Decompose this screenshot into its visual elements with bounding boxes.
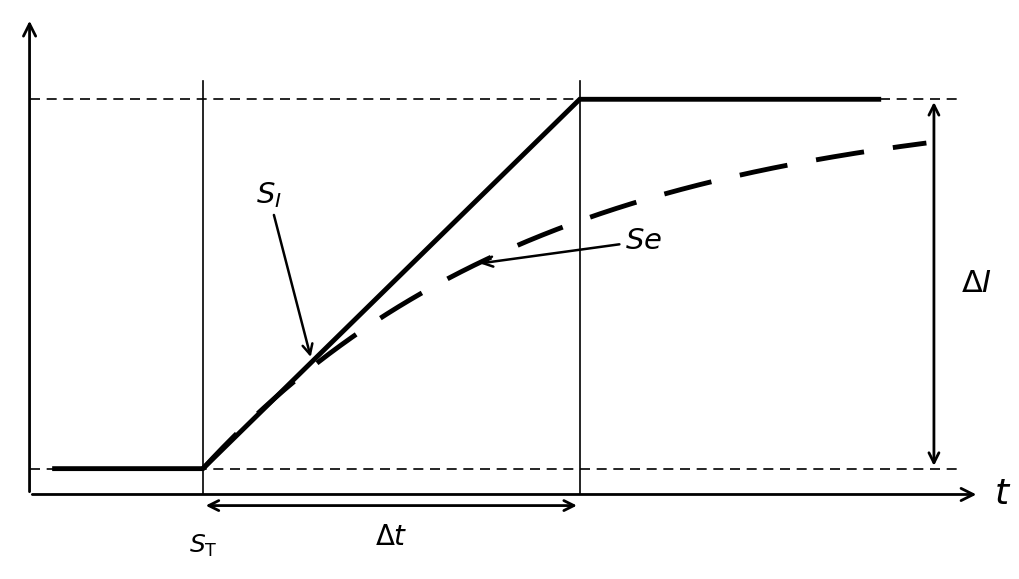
Text: $\Delta I$: $\Delta I$ xyxy=(960,269,991,299)
Text: $S_I$: $S_I$ xyxy=(256,179,312,354)
Text: $\Delta t$: $\Delta t$ xyxy=(375,524,408,551)
Text: $t$: $t$ xyxy=(994,478,1011,511)
Text: $S_\mathrm{T}$: $S_\mathrm{T}$ xyxy=(189,533,217,559)
Text: $Se$: $Se$ xyxy=(482,227,661,266)
